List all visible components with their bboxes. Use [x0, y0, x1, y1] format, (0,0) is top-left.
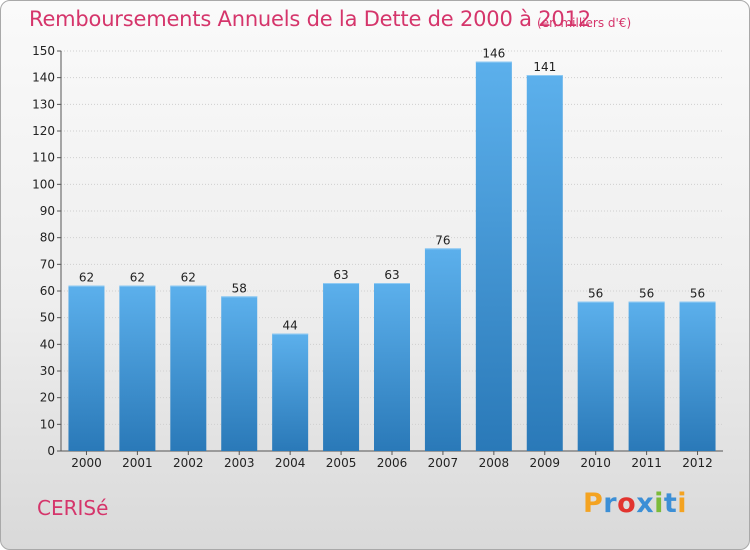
value-label: 58 [232, 281, 247, 295]
x-tick-label: 2009 [529, 456, 560, 470]
y-tick-label: 90 [40, 204, 55, 218]
labels: 0 10 20 30 40 50 60 70 80 90 100 110 120 130 140 150 62 2… [32, 44, 713, 470]
y-tick-label: 110 [32, 151, 55, 165]
bars [68, 61, 716, 452]
value-label: 63 [333, 268, 348, 282]
value-label: 62 [130, 271, 145, 285]
value-label: 76 [435, 233, 450, 247]
chart-title: Remboursements Annuels de la Dette de 20… [29, 7, 591, 31]
value-label: 146 [482, 47, 505, 61]
bar-2000 [68, 285, 105, 451]
value-label: 141 [533, 60, 556, 74]
bar-2010 [577, 301, 614, 451]
bar-2004 [272, 333, 309, 451]
x-tick-label: 2006 [377, 456, 408, 470]
chart-unit: (en milliers d'€) [537, 16, 632, 30]
bar-2007 [424, 248, 461, 451]
x-tick-label: 2005 [326, 456, 357, 470]
y-tick-label: 20 [40, 391, 55, 405]
y-tick-label: 30 [40, 364, 55, 378]
y-tick-label: 130 [32, 97, 55, 111]
commune-name: CERISé [37, 496, 109, 520]
value-label: 62 [79, 271, 94, 285]
y-tick-label: 70 [40, 257, 55, 271]
bar-2011 [628, 301, 665, 451]
bar-2006 [374, 283, 410, 451]
y-tick-label: 140 [32, 71, 55, 85]
y-tick-label: 0 [47, 444, 55, 458]
value-label: 44 [283, 319, 298, 333]
bar-2012 [679, 301, 716, 451]
bar-2009 [526, 75, 563, 451]
y-tick-label: 40 [40, 337, 55, 351]
value-label: 56 [588, 287, 603, 301]
bar-2008 [475, 61, 512, 452]
bar-2003 [221, 296, 258, 451]
x-tick-label: 2004 [275, 456, 306, 470]
value-label: 62 [181, 271, 196, 285]
bar-2005 [323, 283, 360, 451]
x-tick-label: 2001 [122, 456, 153, 470]
value-label: 56 [690, 287, 705, 301]
x-tick-label: 2008 [479, 456, 510, 470]
value-label: 63 [384, 268, 399, 282]
y-tick-label: 150 [32, 44, 55, 58]
y-tick-label: 60 [40, 284, 55, 298]
x-tick-label: 2012 [682, 456, 713, 470]
x-tick-label: 2003 [224, 456, 255, 470]
x-tick-label: 2000 [71, 456, 102, 470]
y-tick-label: 50 [40, 311, 55, 325]
value-label: 56 [639, 287, 654, 301]
x-tick-label: 2002 [173, 456, 204, 470]
y-tick-label: 10 [40, 417, 55, 431]
proxiti-logo: Proxiti [583, 488, 688, 519]
x-tick-label: 2011 [631, 456, 662, 470]
y-tick-label: 100 [32, 177, 55, 191]
y-tick-label: 120 [32, 124, 55, 138]
bar-2002 [170, 285, 207, 451]
bar-2001 [119, 285, 156, 451]
x-tick-label: 2007 [428, 456, 459, 470]
x-tick-label: 2010 [580, 456, 611, 470]
y-tick-label: 80 [40, 231, 55, 245]
